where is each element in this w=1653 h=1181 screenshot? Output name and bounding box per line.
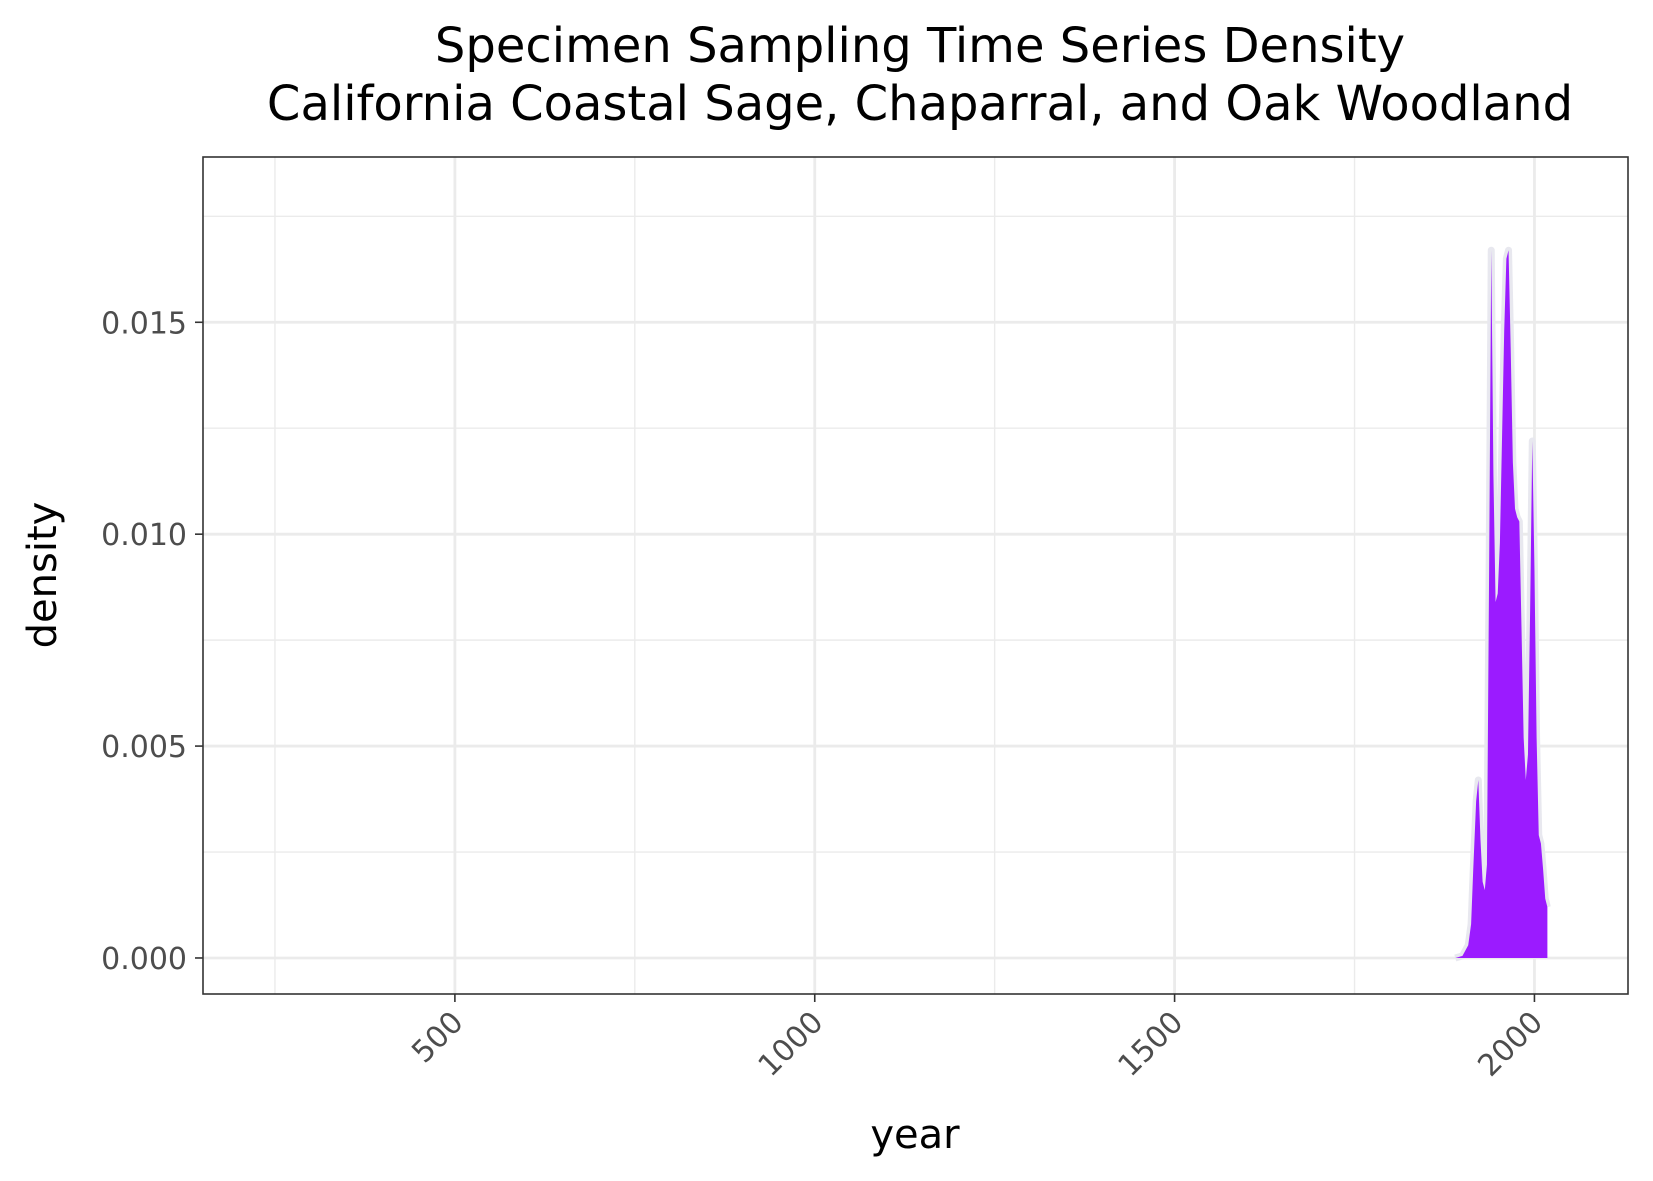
major-gridlines <box>203 157 1628 994</box>
x-axis-title: year <box>870 1112 960 1158</box>
density-area <box>1454 246 1551 962</box>
density-fill <box>1455 250 1548 958</box>
y-tick-label: 0.010 <box>101 518 187 553</box>
y-tick-label: 0.005 <box>101 730 187 765</box>
y-tick-label: 0.015 <box>101 306 187 341</box>
y-axis: 0.000 0.005 0.010 0.015 <box>101 306 203 977</box>
y-axis-title: density <box>20 502 66 649</box>
minor-gridlines <box>203 157 1628 994</box>
chart-title: Specimen Sampling Time Series Density <box>435 18 1405 74</box>
plot-panel-border <box>202 156 1629 995</box>
chart-subtitle: California Coastal Sage, Chaparral, and … <box>267 76 1573 132</box>
y-tick-label: 0.000 <box>101 942 187 977</box>
